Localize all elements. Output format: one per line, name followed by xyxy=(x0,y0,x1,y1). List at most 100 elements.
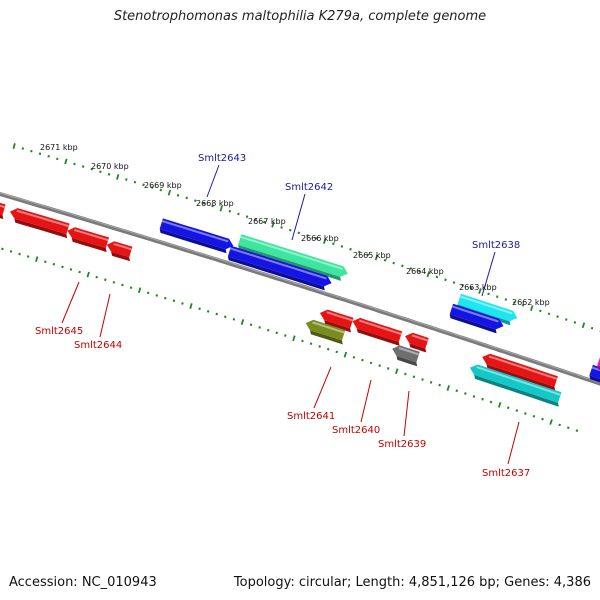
outer-minor-tick xyxy=(133,180,137,184)
leader-line xyxy=(99,293,111,338)
kbp-label: 2668 kbp xyxy=(196,199,234,208)
inner-minor-tick xyxy=(181,302,184,305)
gene-gray-2639-side xyxy=(396,355,418,367)
inner-minor-tick xyxy=(206,309,210,313)
gene-red-left-side xyxy=(0,214,4,220)
outer-minor-tick xyxy=(21,147,25,150)
gene-red-2645 xyxy=(10,208,70,239)
label-leaders xyxy=(61,164,520,465)
outer-major-tick xyxy=(426,271,430,278)
inner-minor-tick xyxy=(515,409,519,412)
outer-minor-tick xyxy=(38,152,42,156)
inner-minor-tick xyxy=(52,262,56,266)
outer-minor-tick xyxy=(573,321,577,324)
outer-minor-tick xyxy=(392,261,395,265)
outer-minor-tick xyxy=(176,193,180,197)
outer-minor-tick xyxy=(245,215,249,219)
inner-minor-tick xyxy=(532,414,536,418)
inner-minor-tick xyxy=(309,342,313,346)
inner-minor-tick xyxy=(129,286,133,289)
inner-minor-tick xyxy=(506,406,510,410)
gene-red-2644-shine xyxy=(73,228,109,242)
gene-labels: Smlt2643 Smlt2642 Smlt2638 Smlt2645 Smlt2644… xyxy=(35,153,530,479)
inner-minor-tick xyxy=(164,296,167,300)
kbp-label: 2662 kbp xyxy=(512,298,550,307)
inner-minor-tick xyxy=(121,283,124,287)
gene-red-2640-side xyxy=(356,328,400,346)
gene-blue-edge xyxy=(589,364,600,383)
inner-minor-tick xyxy=(95,275,98,279)
leader-line xyxy=(313,366,332,409)
outer-minor-tick xyxy=(495,295,499,299)
outer-major-tick xyxy=(530,305,534,311)
gene-blue-2643-shine xyxy=(161,220,229,243)
gene-darkcyan-2637-face xyxy=(469,364,562,403)
gene-features xyxy=(0,202,600,407)
gene-blue-2638b-side xyxy=(449,314,497,334)
outer-minor-tick xyxy=(150,186,154,189)
gene-red-2639a-shine xyxy=(411,334,429,342)
leader-line xyxy=(206,164,220,198)
inner-minor-tick xyxy=(489,400,493,404)
outer-minor-tick xyxy=(383,258,387,262)
outer-major-tick xyxy=(167,189,172,196)
outer-major-tick xyxy=(323,238,327,244)
inner-major-tick xyxy=(292,335,296,342)
gene-red-2644-side xyxy=(71,237,107,253)
gene-gray-2639 xyxy=(392,345,420,367)
outer-major-tick xyxy=(374,254,379,261)
inner-major-tick xyxy=(189,303,193,309)
gene-red-2641a-face xyxy=(319,309,354,329)
inner-minor-tick xyxy=(541,417,544,421)
gene-blue-edge-side xyxy=(589,375,600,383)
inner-tick-track xyxy=(1,247,579,433)
genome-backbone xyxy=(0,191,600,386)
gene-red-2645-face xyxy=(10,208,70,235)
genome-summary-text: Topology: circular; Length: 4,851,126 bp… xyxy=(233,575,591,590)
outer-minor-tick xyxy=(340,245,344,248)
kbp-label: 2664 kbp xyxy=(406,267,444,276)
kbp-label: 2669 kbp xyxy=(144,181,182,190)
kbp-scale: 2671 kbp 2670 kbp 2669 kbp 2668 kbp 2667 kbp… xyxy=(40,143,550,307)
outer-minor-tick xyxy=(547,312,551,316)
outer-minor-tick xyxy=(418,269,421,273)
gene-gray-2639-face xyxy=(392,345,420,363)
gene-olive-2641-face xyxy=(305,319,346,341)
gene-blue-2642b-shine xyxy=(230,247,327,280)
outer-minor-tick xyxy=(349,247,352,251)
outer-minor-tick xyxy=(237,212,240,216)
outer-minor-tick xyxy=(159,188,163,192)
gene-olive-2641-side xyxy=(310,330,343,345)
gene-red-left-shine xyxy=(0,204,6,209)
leader-line xyxy=(61,281,80,324)
inner-minor-tick xyxy=(455,389,459,393)
outer-minor-tick xyxy=(90,167,94,171)
outer-minor-tick xyxy=(452,281,456,284)
gene-red-2637-shine xyxy=(488,355,558,380)
inner-minor-tick xyxy=(301,339,304,343)
outer-minor-tick xyxy=(556,315,559,319)
gene-red-2640-face xyxy=(352,317,403,342)
gene-blue-2643-side xyxy=(159,228,227,254)
outer-minor-tick xyxy=(228,209,232,213)
inner-minor-tick xyxy=(198,307,201,311)
outer-minor-tick xyxy=(185,196,188,200)
gene-label: Smlt2643 xyxy=(198,153,246,164)
inner-minor-tick xyxy=(524,412,527,415)
gene-red-2637-face xyxy=(482,353,558,387)
inner-minor-tick xyxy=(61,265,64,269)
gene-olive-2641-shine xyxy=(312,321,345,334)
gene-red-2645-shine xyxy=(16,209,70,228)
outer-minor-tick xyxy=(444,278,447,282)
outer-minor-tick xyxy=(56,157,59,161)
outer-minor-tick xyxy=(81,165,85,168)
inner-minor-tick xyxy=(361,358,364,362)
gene-red-small-shine xyxy=(113,242,132,251)
gene-magenta-edge xyxy=(597,357,600,370)
gene-label: Smlt2641 xyxy=(287,411,335,422)
outer-minor-tick xyxy=(73,162,76,166)
outer-minor-tick xyxy=(263,220,266,224)
gene-red-2641a xyxy=(319,309,354,333)
inner-minor-tick xyxy=(258,326,261,329)
